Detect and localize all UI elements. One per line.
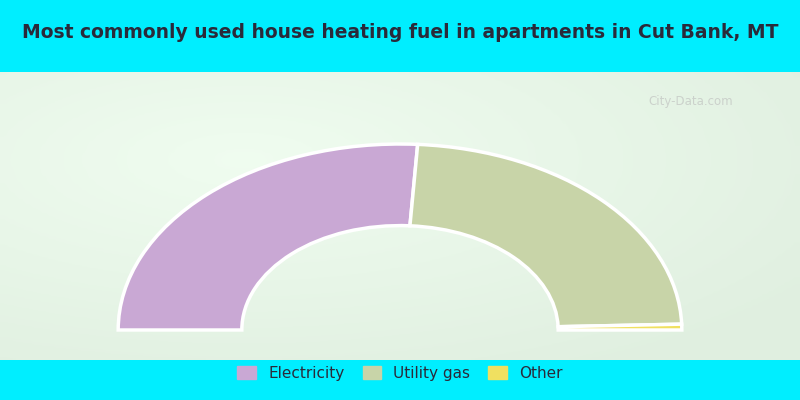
Legend: Electricity, Utility gas, Other: Electricity, Utility gas, Other (230, 358, 570, 389)
Text: Most commonly used house heating fuel in apartments in Cut Bank, MT: Most commonly used house heating fuel in… (22, 23, 778, 42)
Text: City-Data.com: City-Data.com (649, 96, 734, 108)
Wedge shape (118, 144, 418, 330)
Wedge shape (558, 324, 682, 330)
Wedge shape (410, 144, 682, 327)
